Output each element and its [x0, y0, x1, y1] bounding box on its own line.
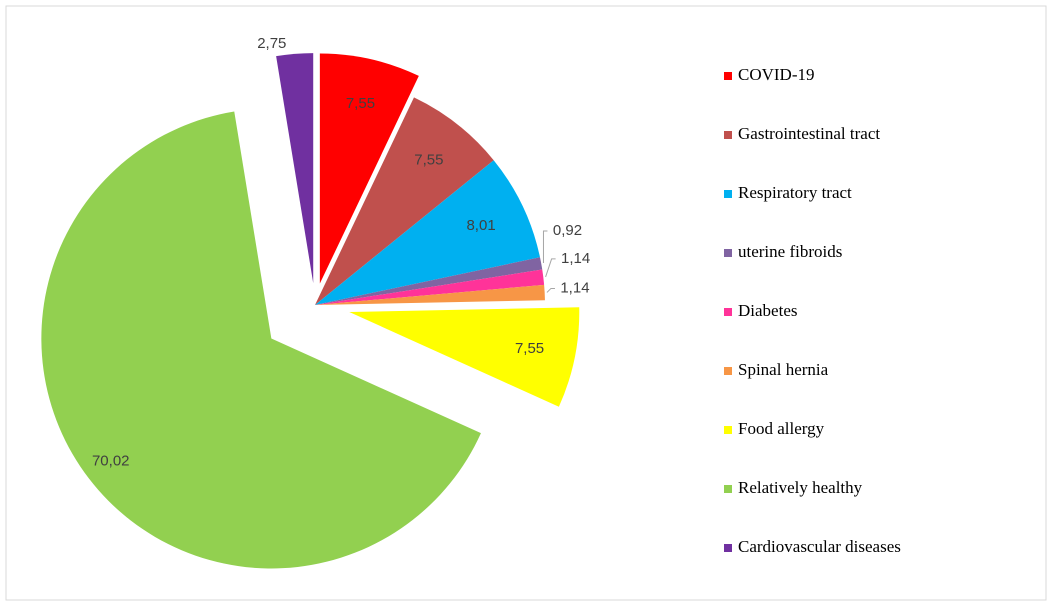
value-label: 0,92 [553, 222, 582, 239]
legend-label: Relatively healthy [738, 478, 863, 497]
legend-label: Diabetes [738, 301, 797, 320]
pie-slice [315, 269, 545, 305]
pie-slice [315, 257, 543, 305]
legend-label: Cardiovascular diseases [738, 537, 901, 556]
legend-label: COVID-19 [738, 65, 815, 84]
pie-slice [315, 284, 545, 305]
value-label: 70,02 [92, 453, 130, 470]
value-label: 1,14 [561, 250, 590, 267]
legend-label: Gastrointestinal tract [738, 124, 880, 143]
value-label: 7,55 [515, 340, 544, 357]
value-label: 2,75 [257, 35, 286, 52]
legend-label: Food allergy [738, 419, 825, 438]
leader-line [545, 258, 556, 278]
value-label: 1,14 [560, 279, 589, 296]
legend-swatch [724, 485, 732, 493]
value-label: 7,55 [346, 95, 375, 112]
pie-slice [319, 53, 419, 284]
pie-slice [41, 111, 481, 569]
legend-swatch [724, 544, 732, 552]
legend-swatch [724, 131, 732, 139]
value-label: 8,01 [466, 217, 495, 234]
legend-swatch [724, 249, 732, 257]
pie-slice [315, 160, 540, 305]
leader-line [546, 287, 555, 293]
legend-label: uterine fibroids [738, 242, 842, 261]
legend-swatch [724, 72, 732, 80]
legend-swatch [724, 367, 732, 375]
legend-label: Spinal hernia [738, 360, 829, 379]
pie-slice [349, 307, 580, 407]
legend-swatch [724, 308, 732, 316]
legend-swatch [724, 426, 732, 434]
pie-slice [315, 97, 494, 306]
pie-slice [276, 53, 314, 284]
legend-label: Respiratory tract [738, 183, 852, 202]
value-label: 7,55 [414, 151, 443, 168]
legend-swatch [724, 190, 732, 198]
leader-line [542, 230, 548, 263]
